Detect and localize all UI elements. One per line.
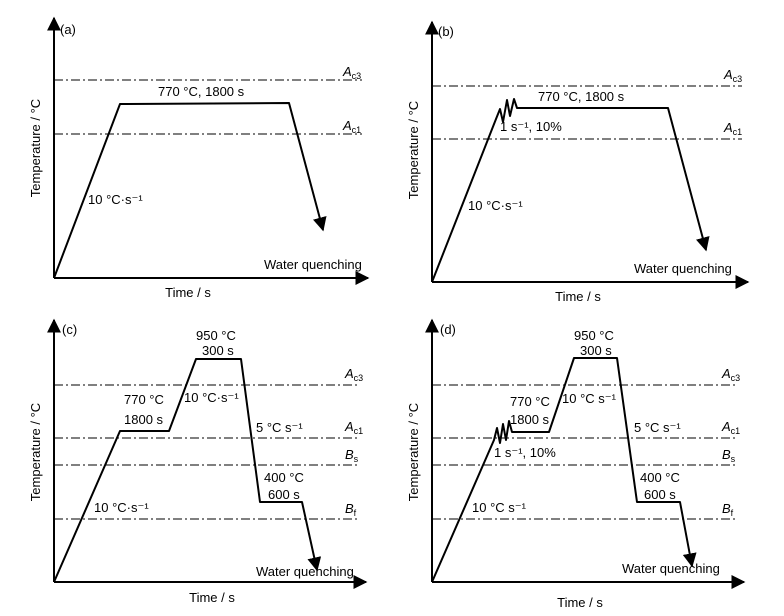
isothermal-time-label: 600 s [268, 487, 300, 502]
cooling-rate-label: 5 °C s⁻¹ [634, 420, 681, 435]
isothermal-time-label: 600 s [644, 487, 676, 502]
ac1-label: Ac1 [344, 419, 363, 436]
bf-label: Bf [345, 501, 357, 518]
y-axis-label: Temperature / °C [406, 403, 421, 501]
austenitize-time-label: 300 s [580, 343, 612, 358]
x-axis-label: Time / s [555, 289, 601, 304]
intercritical-time-label: 1800 s [124, 412, 164, 427]
ac3-label: Ac3 [721, 366, 740, 383]
austenitize-temp-label: 950 °C [574, 328, 614, 343]
quench-label: Water quenching [634, 261, 732, 276]
y-axis-label: Temperature / °C [28, 99, 43, 197]
heating-rate-label: 10 °C·s⁻¹ [468, 198, 523, 213]
austenitize-time-label: 300 s [202, 343, 234, 358]
panel-b: (b) Temperature / °C Time / s Ac3 Ac1 77… [406, 20, 750, 304]
cooling-rate-label: 5 °C s⁻¹ [256, 420, 303, 435]
panel-a: (a) Temperature / °C Time / s Ac3 Ac1 77… [28, 16, 370, 300]
heat-treatment-curve [431, 98, 710, 283]
bs-label: Bs [722, 447, 736, 464]
ac3-label: Ac3 [342, 64, 361, 81]
heating-rate-label: 10 °C·s⁻¹ [88, 192, 143, 207]
heating-rate-label: 10 °C·s⁻¹ [94, 500, 149, 515]
intercritical-temp-label: 770 °C [510, 394, 550, 409]
bs-label: Bs [345, 447, 359, 464]
heat-treatment-curve [53, 102, 327, 279]
deformation-label: 1 s⁻¹, 10% [500, 119, 562, 134]
hold-label: 770 °C, 1800 s [158, 84, 245, 99]
deformation-label: 1 s⁻¹, 10% [494, 445, 556, 460]
quench-label: Water quenching [622, 561, 720, 576]
ac3-label: Ac3 [344, 366, 363, 383]
isothermal-temp-label: 400 °C [264, 470, 304, 485]
heat-treatment-curve [431, 357, 697, 583]
panel-letter: (d) [440, 322, 456, 337]
heating-rate-2-label: 10 °C s⁻¹ [562, 391, 617, 406]
ac1-label: Ac1 [721, 419, 740, 436]
panel-c: (c) Temperature / °C Time / s Ac3 Ac1 Bs… [28, 318, 368, 605]
x-axis-label: Time / s [557, 595, 603, 610]
hold-label: 770 °C, 1800 s [538, 89, 625, 104]
intercritical-time-label: 1800 s [510, 412, 550, 427]
heating-rate-label: 10 °C s⁻¹ [472, 500, 527, 515]
panel-letter: (b) [438, 24, 454, 39]
heating-rate-2-label: 10 °C·s⁻¹ [184, 390, 239, 405]
quench-label: Water quenching [264, 257, 362, 272]
panel-letter: (c) [62, 322, 77, 337]
ac1-label: Ac1 [342, 118, 361, 135]
ac3-label: Ac3 [723, 67, 742, 84]
intercritical-temp-label: 770 °C [124, 392, 164, 407]
panel-letter: (a) [60, 22, 76, 37]
x-axis-label: Time / s [189, 590, 235, 605]
panel-d: (d) Temperature / °C Time / s Ac3 Ac1 Bs… [406, 318, 746, 610]
isothermal-temp-label: 400 °C [640, 470, 680, 485]
austenitize-temp-label: 950 °C [196, 328, 236, 343]
bf-label: Bf [722, 501, 734, 518]
x-axis-label: Time / s [165, 285, 211, 300]
y-axis-label: Temperature / °C [406, 101, 421, 199]
heat-treatment-curve [53, 358, 322, 583]
quench-label: Water quenching [256, 564, 354, 579]
y-axis-label: Temperature / °C [28, 403, 43, 501]
ac1-label: Ac1 [723, 120, 742, 137]
